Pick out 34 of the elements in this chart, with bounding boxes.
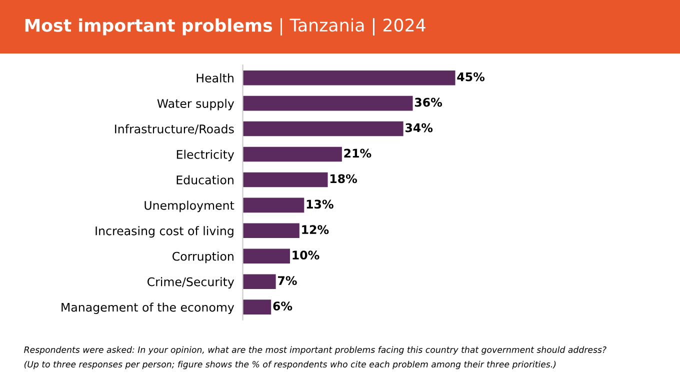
data-label: 13% xyxy=(306,200,334,209)
y-tick-label: Management of the economy xyxy=(62,302,234,314)
y-tick-label: Education xyxy=(176,175,234,184)
bar xyxy=(242,274,276,289)
text: Respondents were asked: In your opinion, what are the most important problems facing this country that government should address? xyxy=(24,346,606,355)
bar xyxy=(242,172,328,188)
data-label: 10% xyxy=(292,250,320,260)
y-tick-label: Unemployment xyxy=(144,200,234,212)
y-tick-label: Health xyxy=(196,73,234,82)
chart-subtitle: | Tanzania | 2024 xyxy=(280,18,426,36)
bar xyxy=(242,198,304,213)
bar xyxy=(242,70,456,86)
y-tick-label: Water supply xyxy=(157,98,234,110)
y-tick-label: Increasing cost of living xyxy=(96,226,234,238)
data-label: 6% xyxy=(273,302,292,310)
y-tick-label: Corruption xyxy=(172,252,234,264)
data-label: 21% xyxy=(344,148,372,158)
bar xyxy=(242,248,290,264)
bar xyxy=(242,300,272,314)
chart-title: Most important problems xyxy=(25,18,272,36)
data-label: 45% xyxy=(457,72,485,82)
text: (Up to three responses per person; figure shows the % of respondents who cite each problem among their three priorities.) xyxy=(24,360,556,370)
y-tick-label: Infrastructure/Roads xyxy=(115,124,234,134)
data-label: 34% xyxy=(405,123,433,132)
data-label: 7% xyxy=(278,276,297,286)
y-tick-label: Electricity xyxy=(176,150,234,162)
y-tick-label: Crime/Security xyxy=(147,277,234,289)
data-label: 36% xyxy=(414,98,442,107)
bar xyxy=(242,96,413,111)
bar xyxy=(242,223,300,238)
data-label: 12% xyxy=(302,225,329,234)
bar xyxy=(242,146,342,162)
data-label: 18% xyxy=(330,174,358,184)
bar xyxy=(242,121,404,136)
